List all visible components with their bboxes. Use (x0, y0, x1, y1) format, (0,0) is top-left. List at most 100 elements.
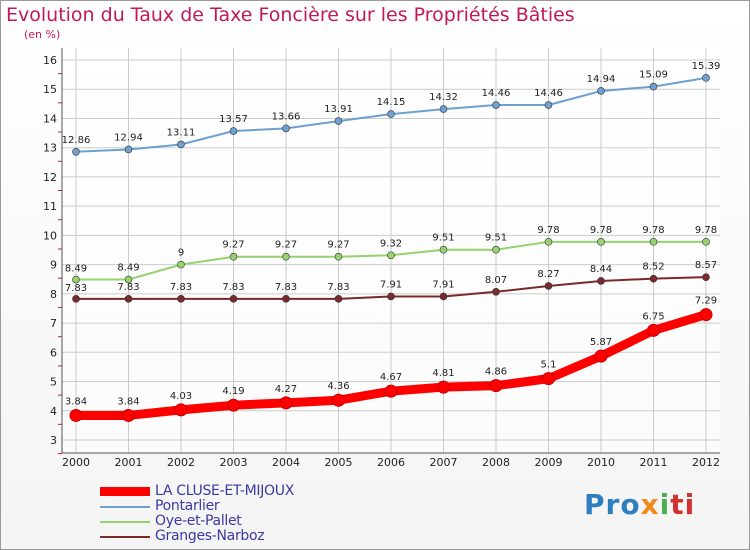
proxiti-logo[interactable]: Proxiti (584, 488, 695, 521)
x-tick-label-2009: 2009 (535, 456, 563, 469)
data-point-la_cluse-2011 (647, 323, 660, 337)
data-point-pontarlier-2003 (229, 127, 238, 135)
data-label-granges-2011: 8.52 (642, 262, 664, 273)
data-point-granges-2000 (72, 295, 80, 303)
logo-part-4: ti (670, 488, 696, 521)
data-label-oye-2003: 9.27 (222, 240, 244, 251)
data-label-la_cluse-2007: 4.81 (432, 368, 454, 379)
data-label-granges-2006: 7.91 (380, 279, 402, 290)
x-tick-label-2002: 2002 (167, 456, 195, 469)
data-label-la_cluse-2000: 3.84 (65, 396, 87, 407)
data-label-pontarlier-2001: 12.94 (114, 132, 143, 143)
data-label-pontarlier-2002: 13.11 (167, 127, 196, 138)
data-label-la_cluse-2006: 4.67 (380, 372, 402, 383)
data-point-la_cluse-2004 (279, 396, 293, 410)
legend-swatch-oye-et-pallet (100, 521, 150, 523)
x-tick-label-2004: 2004 (272, 456, 300, 469)
y-tick-label-14: 14 (43, 112, 57, 125)
data-point-oye-2011 (649, 238, 658, 246)
logo-part-2: x (640, 488, 660, 521)
data-point-pontarlier-2009 (544, 101, 553, 109)
data-point-la_cluse-2008 (489, 379, 503, 393)
y-tick-label-11: 11 (43, 200, 57, 213)
data-point-oye-2008 (492, 245, 500, 254)
data-point-granges-2009 (544, 282, 553, 290)
data-point-oye-2006 (387, 251, 395, 260)
data-point-pontarlier-2008 (492, 101, 500, 109)
data-point-granges-2011 (649, 274, 658, 283)
data-label-granges-2012: 8.57 (695, 260, 717, 271)
legend-label-granges-narboz: Granges-Narboz (155, 528, 265, 544)
data-point-oye-2002 (177, 260, 185, 269)
data-point-oye-2004 (282, 252, 290, 261)
x-tick-label-2003: 2003 (220, 456, 248, 469)
data-label-oye-2009: 9.78 (537, 225, 559, 236)
data-point-pontarlier-2000 (72, 147, 80, 156)
data-point-oye-2007 (439, 245, 448, 254)
logo-part-3: i (659, 488, 671, 521)
data-point-oye-2003 (229, 252, 238, 261)
data-label-oye-2007: 9.51 (432, 233, 454, 244)
data-point-pontarlier-2005 (334, 117, 343, 125)
data-label-pontarlier-2010: 14.94 (587, 74, 616, 85)
data-point-pontarlier-2011 (649, 82, 658, 91)
data-point-oye-2000 (72, 275, 80, 284)
y-axis-unit: (en %) (24, 28, 61, 41)
legend-label-oye-et-pallet: Oye-et-Pallet (155, 513, 242, 529)
legend-item-oye-et-pallet[interactable]: Oye-et-Pallet (100, 514, 420, 529)
data-label-la_cluse-2011: 6.75 (642, 311, 664, 322)
y-tick-label-4: 4 (50, 405, 57, 418)
y-tick-label-6: 6 (50, 346, 57, 359)
legend-item-pontarlier[interactable]: Pontarlier (100, 499, 420, 514)
data-point-pontarlier-2007 (439, 105, 448, 113)
legend-label-pontarlier: Pontarlier (155, 498, 220, 514)
data-point-pontarlier-2012 (702, 74, 710, 82)
legend-item-granges-narboz[interactable]: Granges-Narboz (100, 529, 420, 544)
y-tick-label-3: 3 (50, 434, 57, 447)
data-point-granges-2004 (282, 295, 290, 303)
legend-swatch-la-cluse (100, 487, 150, 496)
data-point-la_cluse-2012 (699, 308, 713, 322)
data-label-granges-2003: 7.83 (222, 282, 244, 293)
data-point-granges-2006 (387, 292, 395, 301)
data-label-oye-2001: 8.49 (117, 263, 139, 274)
y-tick-label-7: 7 (50, 317, 57, 330)
data-point-la_cluse-2006 (384, 384, 398, 398)
data-label-la_cluse-2002: 4.03 (170, 391, 192, 402)
x-tick-label-2010: 2010 (587, 456, 615, 469)
y-tick-label-16: 16 (43, 54, 57, 67)
data-label-pontarlier-2000: 12.86 (62, 135, 91, 146)
data-point-oye-2001 (124, 275, 133, 284)
data-label-oye-2005: 9.27 (327, 240, 349, 251)
legend-swatch-granges-narboz (100, 536, 150, 538)
data-label-oye-2012: 9.78 (695, 225, 717, 236)
data-point-la_cluse-2003 (227, 398, 240, 412)
data-label-oye-2000: 8.49 (65, 264, 87, 275)
y-tick-label-8: 8 (50, 288, 57, 301)
legend-swatch-pontarlier (100, 506, 150, 508)
x-tick-label-2008: 2008 (482, 456, 510, 469)
data-label-oye-2002: 9 (178, 248, 184, 259)
legend: LA CLUSE-ET-MIJOUX Pontarlier Oye-et-Pal… (100, 484, 420, 544)
x-tick-label-2012: 2012 (692, 456, 720, 469)
data-label-la_cluse-2008: 4.86 (485, 367, 507, 378)
data-label-granges-2008: 8.07 (485, 275, 507, 286)
data-label-pontarlier-2006: 14.15 (377, 97, 406, 108)
legend-item-la-cluse[interactable]: LA CLUSE-ET-MIJOUX (100, 484, 420, 499)
data-label-pontarlier-2009: 14.46 (534, 88, 563, 99)
data-label-pontarlier-2011: 15.09 (639, 70, 668, 81)
data-point-oye-2009 (544, 238, 553, 246)
data-label-la_cluse-2005: 4.36 (327, 381, 349, 392)
data-label-la_cluse-2010: 5.87 (590, 337, 612, 348)
data-label-pontarlier-2008: 14.46 (482, 88, 511, 99)
data-label-pontarlier-2012: 15.39 (692, 61, 721, 72)
data-label-granges-2010: 8.44 (590, 264, 612, 275)
data-label-la_cluse-2001: 3.84 (117, 396, 139, 407)
data-label-oye-2006: 9.32 (380, 238, 402, 249)
data-point-la_cluse-2000 (69, 408, 83, 422)
legend-label-la-cluse: LA CLUSE-ET-MIJOUX (155, 483, 295, 499)
data-point-granges-2010 (597, 277, 605, 285)
y-tick-label-5: 5 (50, 376, 57, 389)
data-point-oye-2005 (334, 252, 343, 261)
data-label-granges-2002: 7.83 (170, 282, 192, 293)
